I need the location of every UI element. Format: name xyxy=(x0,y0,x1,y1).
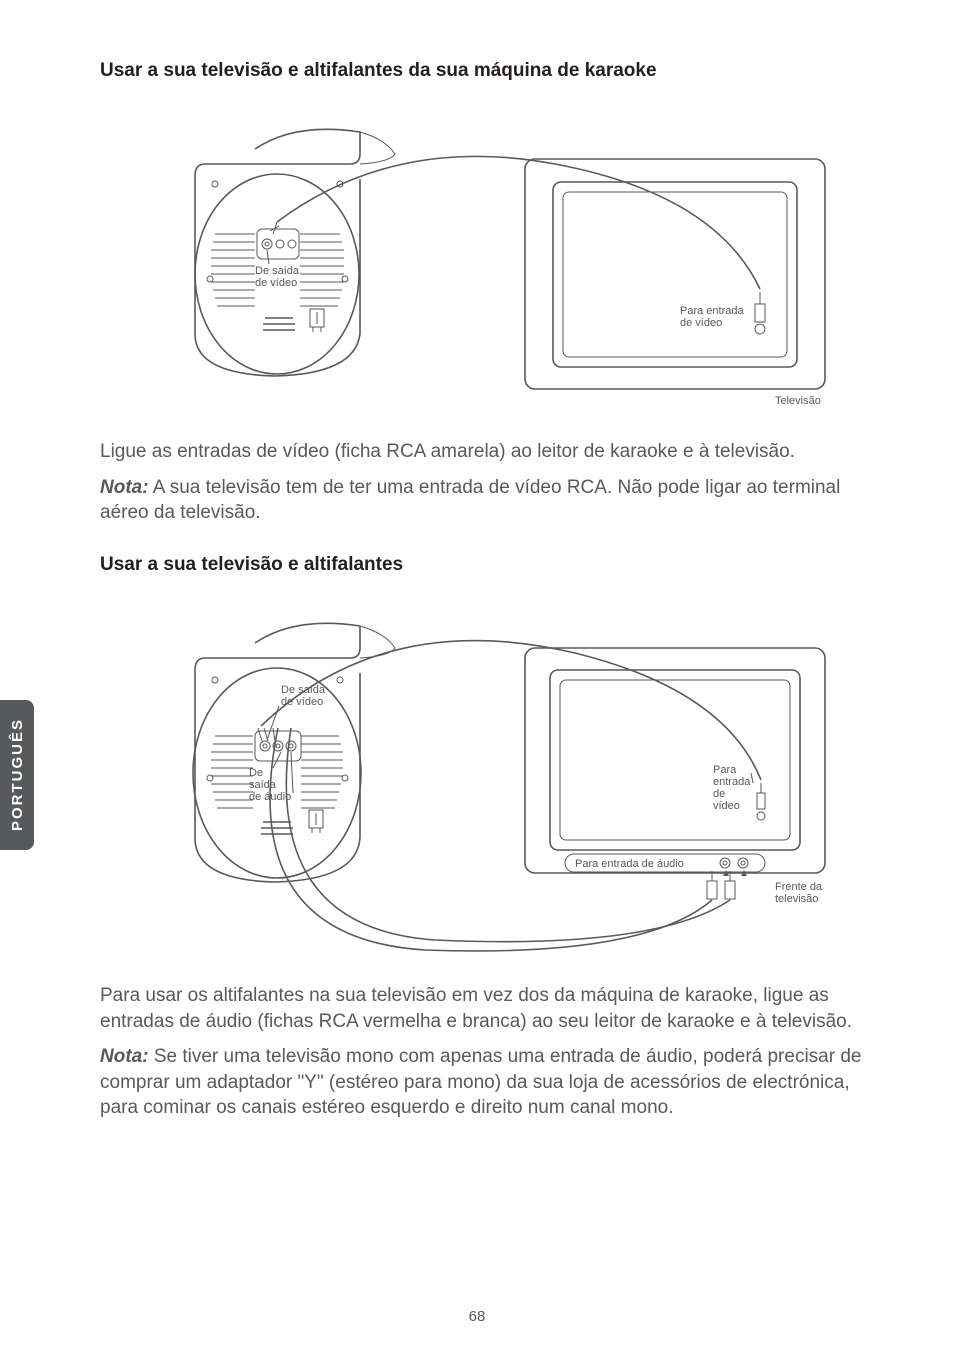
label-video-in2: Para xyxy=(713,764,737,776)
page-content: Usar a sua televisão e altifalantes da s… xyxy=(0,0,954,1161)
label-video-in: Para entrada xyxy=(680,305,744,317)
section2-heading: Usar a sua televisão e altifalantes xyxy=(100,554,869,576)
label-tv2: Frente da xyxy=(775,881,823,893)
label-tv: Televisão xyxy=(775,395,821,407)
svg-text:televisão: televisão xyxy=(775,893,818,905)
label-audio-in: Para entrada de áudio xyxy=(575,858,684,870)
section2-paragraph: Para usar os altifalantes na sua televis… xyxy=(100,983,869,1034)
section1-note: Nota: A sua televisão tem de ter uma ent… xyxy=(100,475,869,526)
svg-text:entrada: entrada xyxy=(713,776,751,788)
note-text2: Se tiver uma televisão mono com apenas u… xyxy=(100,1046,861,1118)
section2-note: Nota: Se tiver uma televisão mono com ap… xyxy=(100,1044,869,1121)
language-tab-label: PORTUGUÊS xyxy=(9,718,26,831)
svg-text:de: de xyxy=(713,788,725,800)
note-label2: Nota: xyxy=(100,1046,149,1067)
label-video-out: De saída xyxy=(255,265,300,277)
section1-paragraph: Ligue as entradas de vídeo (ficha RCA am… xyxy=(100,439,869,465)
diagram2: De saída de vídeo De saída de áudio Para… xyxy=(125,598,845,968)
svg-text:de vídeo: de vídeo xyxy=(281,696,323,708)
section1-heading: Usar a sua televisão e altifalantes da s… xyxy=(100,60,869,82)
label-video-out2: De saída xyxy=(281,684,326,696)
diagram1: De saída de vídeo Para entrada de vídeo … xyxy=(135,104,835,424)
figure1: De saída de vídeo Para entrada de vídeo … xyxy=(100,104,869,429)
svg-text:vídeo: vídeo xyxy=(713,800,740,812)
svg-text:de vídeo: de vídeo xyxy=(680,317,722,329)
language-tab: PORTUGUÊS xyxy=(0,700,34,850)
figure2: De saída de vídeo De saída de áudio Para… xyxy=(100,598,869,973)
svg-text:de vídeo: de vídeo xyxy=(255,277,297,289)
page-number: 68 xyxy=(0,1308,954,1325)
note-label: Nota: xyxy=(100,477,149,498)
note-text: A sua televisão tem de ter uma entrada d… xyxy=(100,477,840,524)
label-audio-out: De xyxy=(249,767,263,779)
svg-text:saída: saída xyxy=(249,779,277,791)
